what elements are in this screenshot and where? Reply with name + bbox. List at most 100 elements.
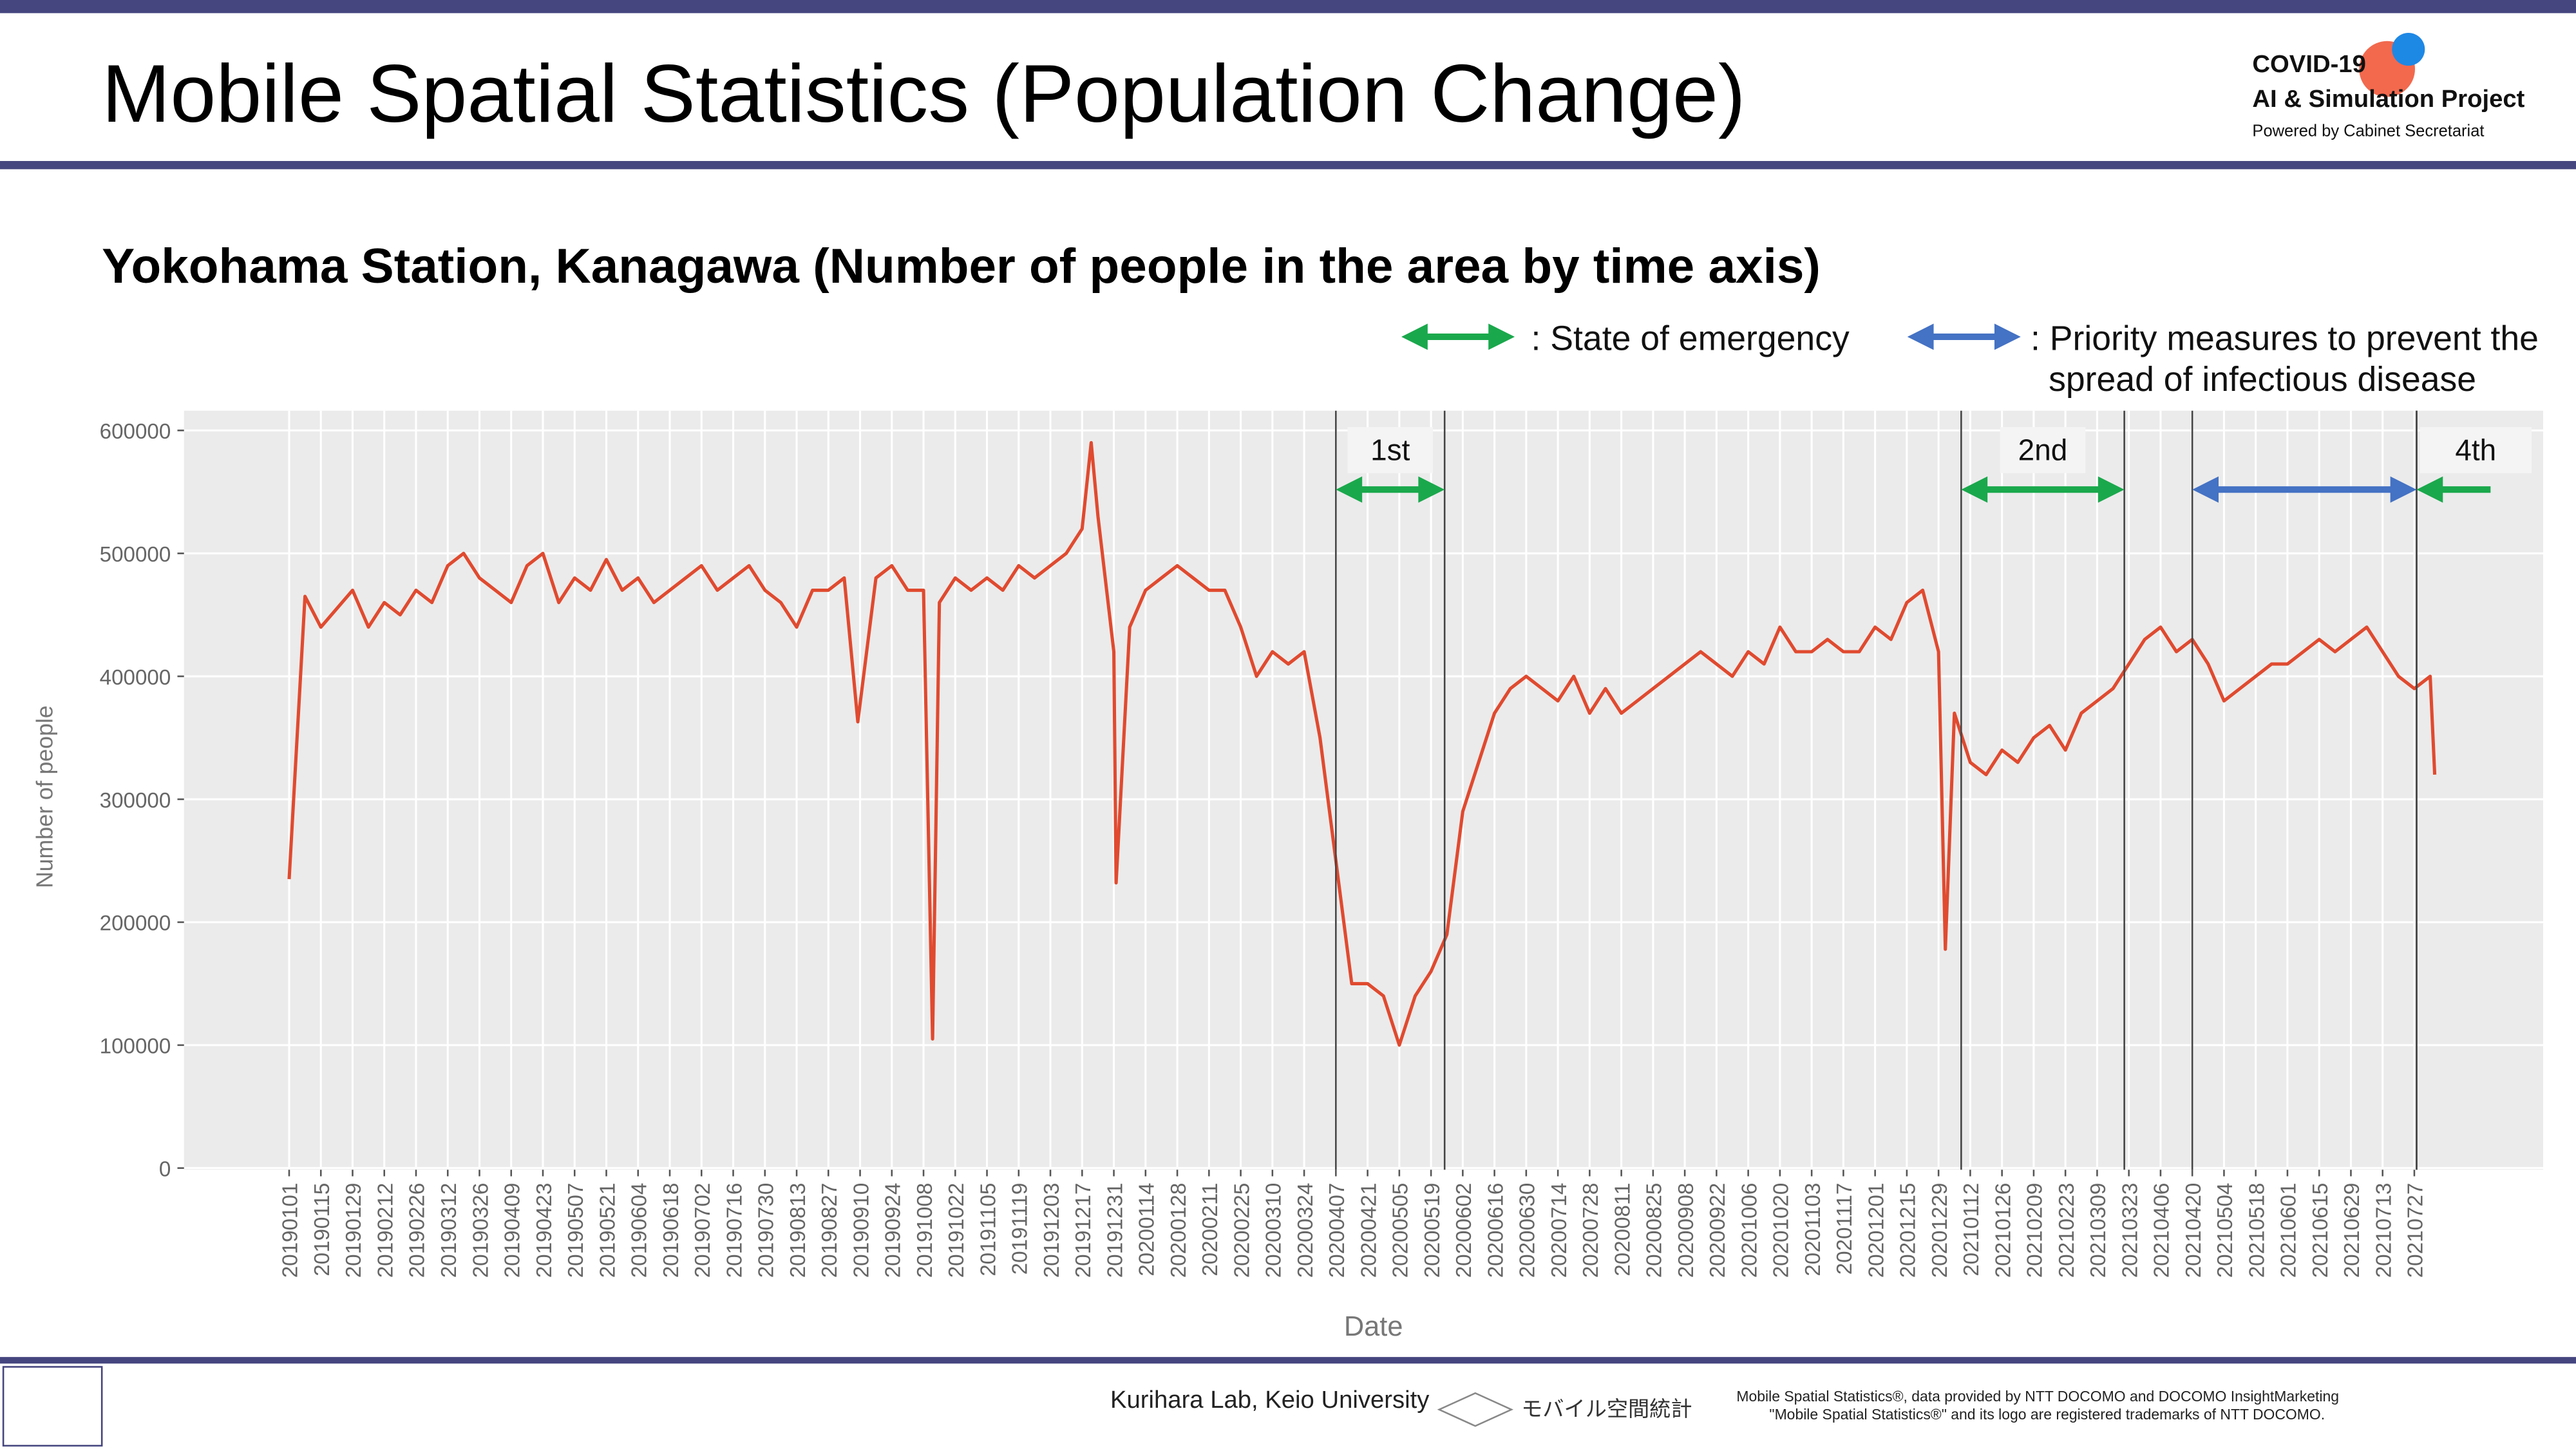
legend-arrow-part: [1994, 323, 2021, 350]
x-tick-label: 20190702: [691, 1183, 715, 1278]
x-tick-label: 20190312: [437, 1183, 461, 1278]
x-tick-label: 20191022: [945, 1183, 969, 1278]
x-tick-label: 20210629: [2340, 1183, 2364, 1278]
x-tick-label: 20190716: [723, 1183, 746, 1278]
legend-arrow-part: [1907, 323, 1934, 350]
footer-credit: Mobile Spatial Statistics®, data provide…: [1736, 1388, 2339, 1405]
x-tick-label: 20190423: [533, 1183, 556, 1278]
x-tick-label: 20200505: [1389, 1183, 1413, 1278]
legend-arrow: [1907, 323, 2021, 350]
x-tick-label: 20200728: [1579, 1183, 1603, 1278]
x-tick-label: 20210309: [2087, 1183, 2110, 1278]
x-tick-label: 20210406: [2150, 1183, 2174, 1278]
slide-title: Mobile Spatial Statistics (Population Ch…: [102, 48, 1745, 140]
x-tick-label: 20200421: [1357, 1183, 1381, 1278]
footer-brand: モバイル空間統計: [1521, 1397, 1692, 1421]
x-tick-label: 20190226: [406, 1183, 430, 1278]
event-label: 4th: [2455, 433, 2496, 466]
event-arrow-part: [2098, 476, 2125, 503]
logo-dot: [2392, 33, 2425, 66]
x-tick-label: 20201201: [1864, 1183, 1888, 1278]
x-tick-label: 20200908: [1674, 1183, 1698, 1278]
x-tick-label: 20191105: [976, 1183, 1000, 1276]
data-line: [287, 440, 2437, 1047]
event-arrow-part: [1336, 476, 1363, 503]
x-tick-label: 20201103: [1801, 1183, 1825, 1276]
x-tick-label: 20190924: [882, 1183, 905, 1278]
x-tick-label: 20210518: [2245, 1183, 2269, 1278]
x-tick-label: 20190521: [596, 1183, 620, 1278]
event-arrow: [2416, 476, 2491, 503]
x-tick-label: 20201117: [1833, 1183, 1857, 1275]
x-tick-label: 20191231: [1103, 1183, 1127, 1278]
x-tick-label: 20200519: [1421, 1183, 1444, 1278]
footer-credit: "Mobile Spatial Statistics®" and its log…: [1769, 1406, 2325, 1423]
x-tick-label: 20190618: [659, 1183, 683, 1278]
x-axis-label: Date: [1344, 1311, 1403, 1342]
event-arrow: [2192, 476, 2417, 503]
x-tick-label: 20190827: [818, 1183, 842, 1278]
footer-rule: [0, 1357, 2576, 1364]
footer-lab: Kurihara Lab, Keio University: [1110, 1386, 1430, 1414]
x-tick-label: 20190129: [342, 1183, 366, 1278]
x-tick-label: 20201229: [1928, 1183, 1952, 1278]
x-tick-label: 20200225: [1230, 1183, 1254, 1278]
legend-arrow-part: [1401, 323, 1428, 350]
y-tick-label: 200000: [100, 912, 171, 936]
x-tick-label: 20190101: [279, 1183, 303, 1278]
x-tick-label: 20200310: [1262, 1183, 1286, 1278]
x-tick-label: 20210126: [1991, 1183, 2015, 1278]
x-tick-label: 20190730: [755, 1183, 779, 1278]
x-tick-label: 20200407: [1325, 1183, 1349, 1278]
x-tick-label: 20200602: [1452, 1183, 1476, 1278]
event-label: 2nd: [2018, 433, 2068, 466]
x-tick-label: 20210112: [1960, 1183, 1984, 1276]
y-tick-label: 500000: [100, 543, 171, 567]
x-tick-label: 20200114: [1135, 1183, 1159, 1276]
event-arrow: [1336, 476, 1445, 503]
x-tick-label: 20210323: [2118, 1183, 2142, 1278]
event-label: 1st: [1370, 433, 1410, 466]
x-tick-label: 20200811: [1611, 1183, 1634, 1276]
event-label-box: [2420, 427, 2532, 473]
x-tick-label: 20191217: [1072, 1183, 1095, 1278]
x-tick-label: 20200211: [1198, 1183, 1222, 1276]
legend-label: spread of infectious disease: [2049, 361, 2476, 399]
lab-logo: [2, 1366, 103, 1447]
legend-arrow: [1401, 323, 1515, 350]
x-tick-label: 20210601: [2277, 1183, 2301, 1278]
event-label-box: [2000, 427, 2086, 473]
logo-text: COVID-19: [2252, 50, 2365, 78]
x-tick-label: 20200630: [1516, 1183, 1540, 1278]
event-label-box: [1347, 427, 1434, 473]
x-tick-label: 20201020: [1770, 1183, 1794, 1278]
event-arrow: [1961, 476, 2125, 503]
x-tick-label: 20190409: [501, 1183, 525, 1278]
event-arrow-part: [1961, 476, 1988, 503]
x-tick-label: 20210504: [2213, 1183, 2237, 1278]
x-tick-label: 20200714: [1548, 1183, 1571, 1278]
event-arrow-part: [2390, 476, 2417, 503]
header-rule: [0, 161, 2576, 169]
x-tick-label: 20191008: [913, 1183, 937, 1278]
y-tick-label: 400000: [100, 666, 171, 690]
y-tick-label: 0: [159, 1158, 171, 1182]
logo-text: Powered by Cabinet Secretariat: [2252, 122, 2484, 140]
x-tick-label: 20190326: [469, 1183, 493, 1278]
x-tick-label: 20190604: [628, 1183, 652, 1278]
x-tick-label: 20210223: [2055, 1183, 2079, 1278]
x-tick-label: 20191119: [1009, 1183, 1032, 1275]
plot-panel: [184, 410, 2543, 1170]
x-tick-label: 20190813: [786, 1183, 810, 1278]
logo-text: AI & Simulation Project: [2252, 85, 2524, 113]
event-arrow-part: [1418, 476, 1445, 503]
x-tick-label: 20190910: [849, 1183, 873, 1278]
legend-arrow-part: [1488, 323, 1515, 350]
x-tick-label: 20191203: [1040, 1183, 1064, 1278]
x-tick-label: 20210713: [2372, 1183, 2396, 1278]
x-tick-label: 20200616: [1484, 1183, 1508, 1278]
brand-icon: [1437, 1392, 1514, 1427]
x-tick-label: 20201215: [1897, 1183, 1920, 1278]
legend-label: : State of emergency: [1531, 319, 1850, 357]
